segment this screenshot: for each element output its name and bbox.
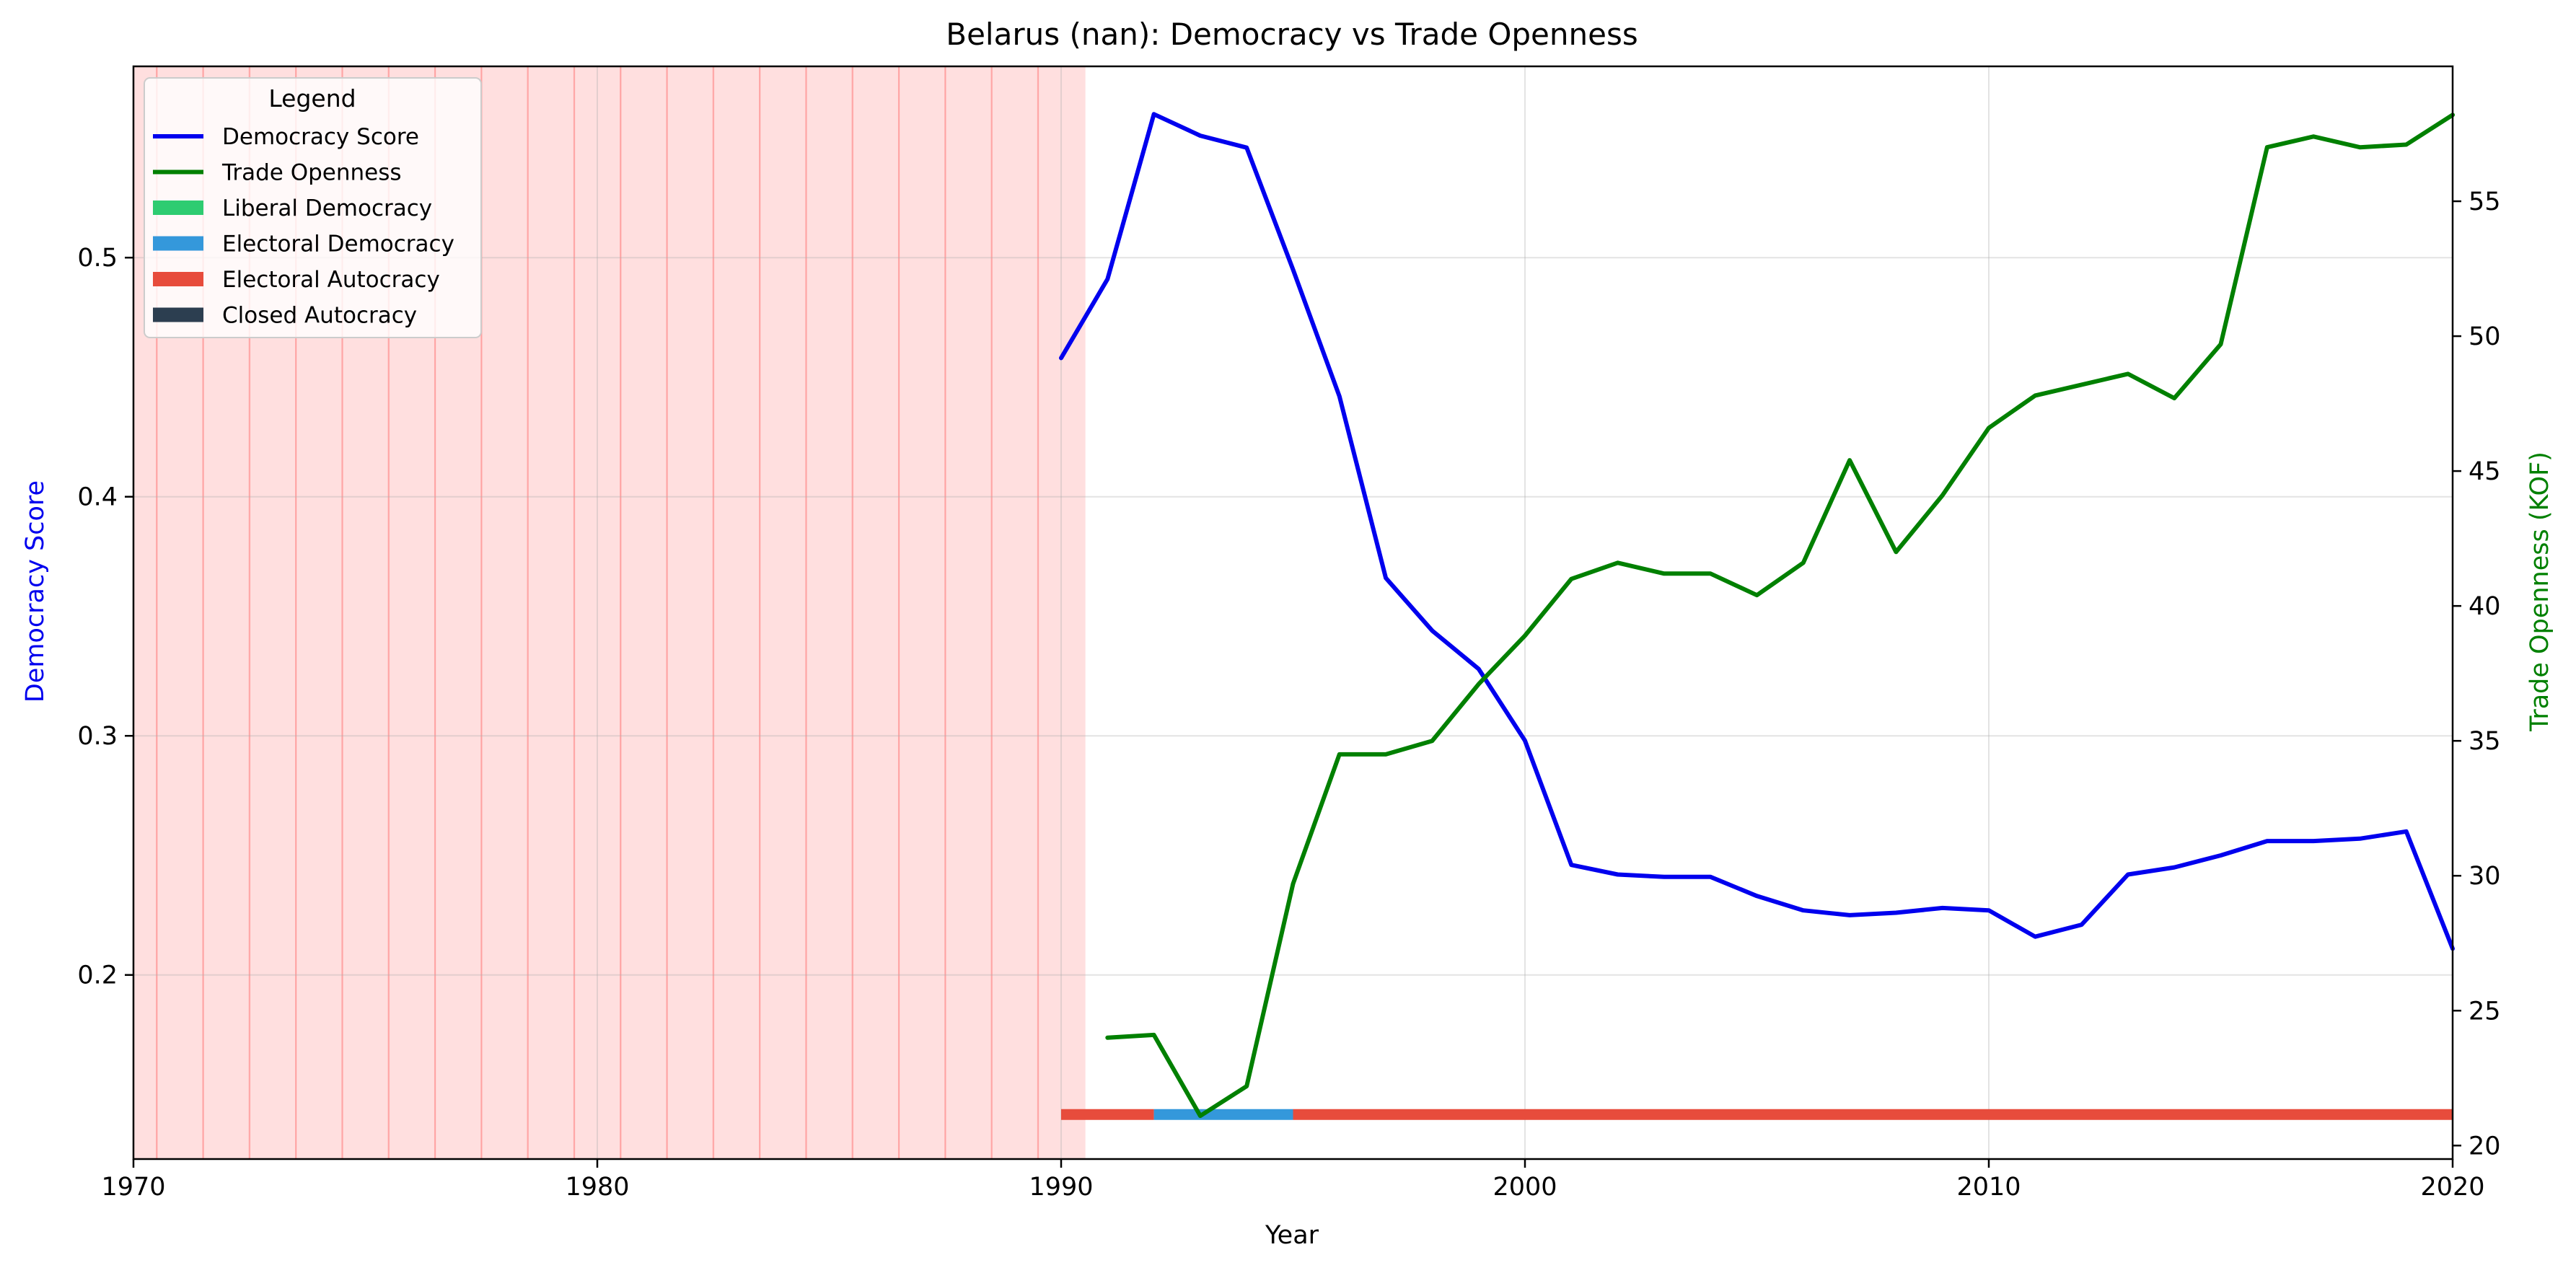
legend-swatch — [153, 236, 203, 251]
shade-band — [620, 66, 668, 1159]
x-tick-label: 1980 — [565, 1173, 629, 1202]
y-tick-label-right: 40 — [2469, 592, 2501, 621]
y-tick-label-right: 20 — [2469, 1132, 2501, 1160]
chart-title: Belarus (nan): Democracy vs Trade Openne… — [946, 17, 1638, 52]
shade-band — [527, 66, 576, 1159]
shade-band — [898, 66, 946, 1159]
shade-band — [991, 66, 1039, 1159]
y-axis-left: 0.2 0.3 0.4 0.5 — [77, 244, 133, 990]
legend-label: Trade Openness — [221, 160, 402, 186]
x-tick-label: 2020 — [2420, 1173, 2484, 1202]
legend-swatch — [153, 201, 203, 215]
y-tick-label-left: 0.3 — [77, 722, 118, 751]
y-axis-right: 20 25 30 35 40 45 50 55 — [2453, 188, 2501, 1160]
legend-title: Legend — [268, 84, 356, 113]
y-tick-label-right: 45 — [2469, 457, 2501, 486]
x-axis: 1970 1980 1990 2000 2010 2020 — [101, 1159, 2485, 1202]
legend-label: Liberal Democracy — [222, 195, 432, 221]
shade-band — [945, 66, 993, 1159]
shade-band — [667, 66, 715, 1159]
shade-band — [573, 66, 622, 1159]
legend-swatch — [153, 307, 203, 322]
y-axis-label-right: Trade Openness (KOF) — [2526, 452, 2554, 732]
x-tick-label: 1970 — [101, 1173, 165, 1202]
legend-label: Electoral Democracy — [222, 232, 454, 257]
y-tick-label-left: 0.5 — [77, 244, 118, 273]
x-tick-label: 2000 — [1493, 1173, 1557, 1202]
shade-band — [481, 66, 529, 1159]
shade-band — [713, 66, 761, 1159]
shade-band — [1037, 66, 1086, 1159]
y-tick-label-right: 50 — [2469, 322, 2501, 351]
legend-label: Closed Autocracy — [222, 303, 417, 329]
legend-label: Democracy Score — [222, 124, 419, 150]
y-tick-label-left: 0.2 — [77, 961, 118, 990]
y-tick-label-right: 25 — [2469, 997, 2501, 1026]
shade-band — [852, 66, 900, 1159]
legend: Legend Democracy Score Trade Openness Libe… — [144, 77, 482, 338]
shade-band — [760, 66, 807, 1159]
trade-openness-line — [1105, 113, 2455, 1119]
series-lines — [1059, 112, 2455, 1119]
legend-label: Electoral Autocracy — [222, 267, 440, 293]
legend-box — [144, 77, 482, 338]
y-axis-label-left: Democracy Score — [21, 480, 50, 702]
plot-frame — [132, 65, 2454, 1160]
x-tick-label: 2010 — [1956, 1173, 2021, 1202]
democracy-score-line — [1059, 112, 2455, 951]
y-tick-label-left: 0.4 — [77, 483, 118, 512]
y-tick-label-right: 55 — [2469, 188, 2501, 216]
x-axis-label: Year — [1265, 1221, 1319, 1250]
legend-swatch — [153, 272, 203, 286]
y-tick-label-right: 35 — [2469, 727, 2501, 756]
x-tick-label: 1990 — [1029, 1173, 1093, 1202]
shade-band — [806, 66, 854, 1159]
y-tick-label-right: 30 — [2469, 862, 2501, 891]
